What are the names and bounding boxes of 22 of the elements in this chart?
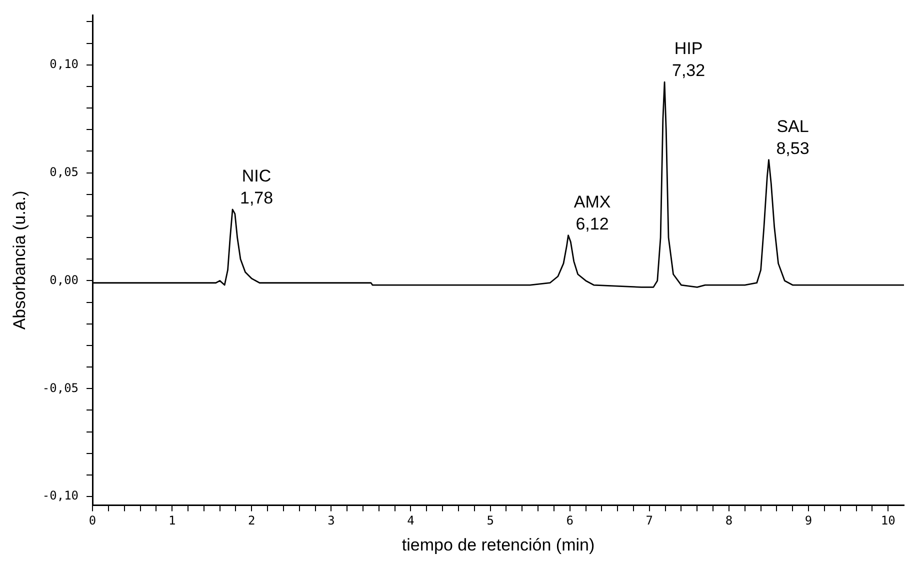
x-tick-label: 4 [407, 514, 414, 528]
x-axis-title: tiempo de retención (min) [402, 535, 595, 554]
y-axis-title: Absorbancia (u.a.) [10, 190, 29, 330]
y-tick-label: -0,05 [42, 380, 79, 395]
x-tick-label: 9 [804, 514, 812, 528]
annotation: SAL 8,53 [776, 116, 810, 158]
x-tick-label: 2 [248, 514, 256, 528]
annotation: HIP 7,32 [672, 39, 706, 80]
y-tick-label: 0,00 [50, 272, 79, 287]
annotation: NIC 1,78 [240, 166, 274, 208]
x-tick-label: 10 [880, 514, 896, 528]
x-tick-label: 0 [88, 514, 96, 528]
x-tick-label: 5 [486, 514, 494, 528]
annotation: AMX 6,12 [574, 192, 611, 234]
x-tick-label: 3 [328, 514, 335, 528]
y-tick-label: 0,05 [50, 164, 79, 179]
y-tick-label: 0,10 [50, 56, 79, 71]
y-tick-label: -0,10 [42, 488, 79, 503]
x-tick-label: 8 [725, 514, 733, 528]
x-tick-label: 1 [168, 514, 176, 528]
x-tick-label: 7 [646, 514, 654, 528]
x-tick-label: 6 [566, 514, 574, 528]
